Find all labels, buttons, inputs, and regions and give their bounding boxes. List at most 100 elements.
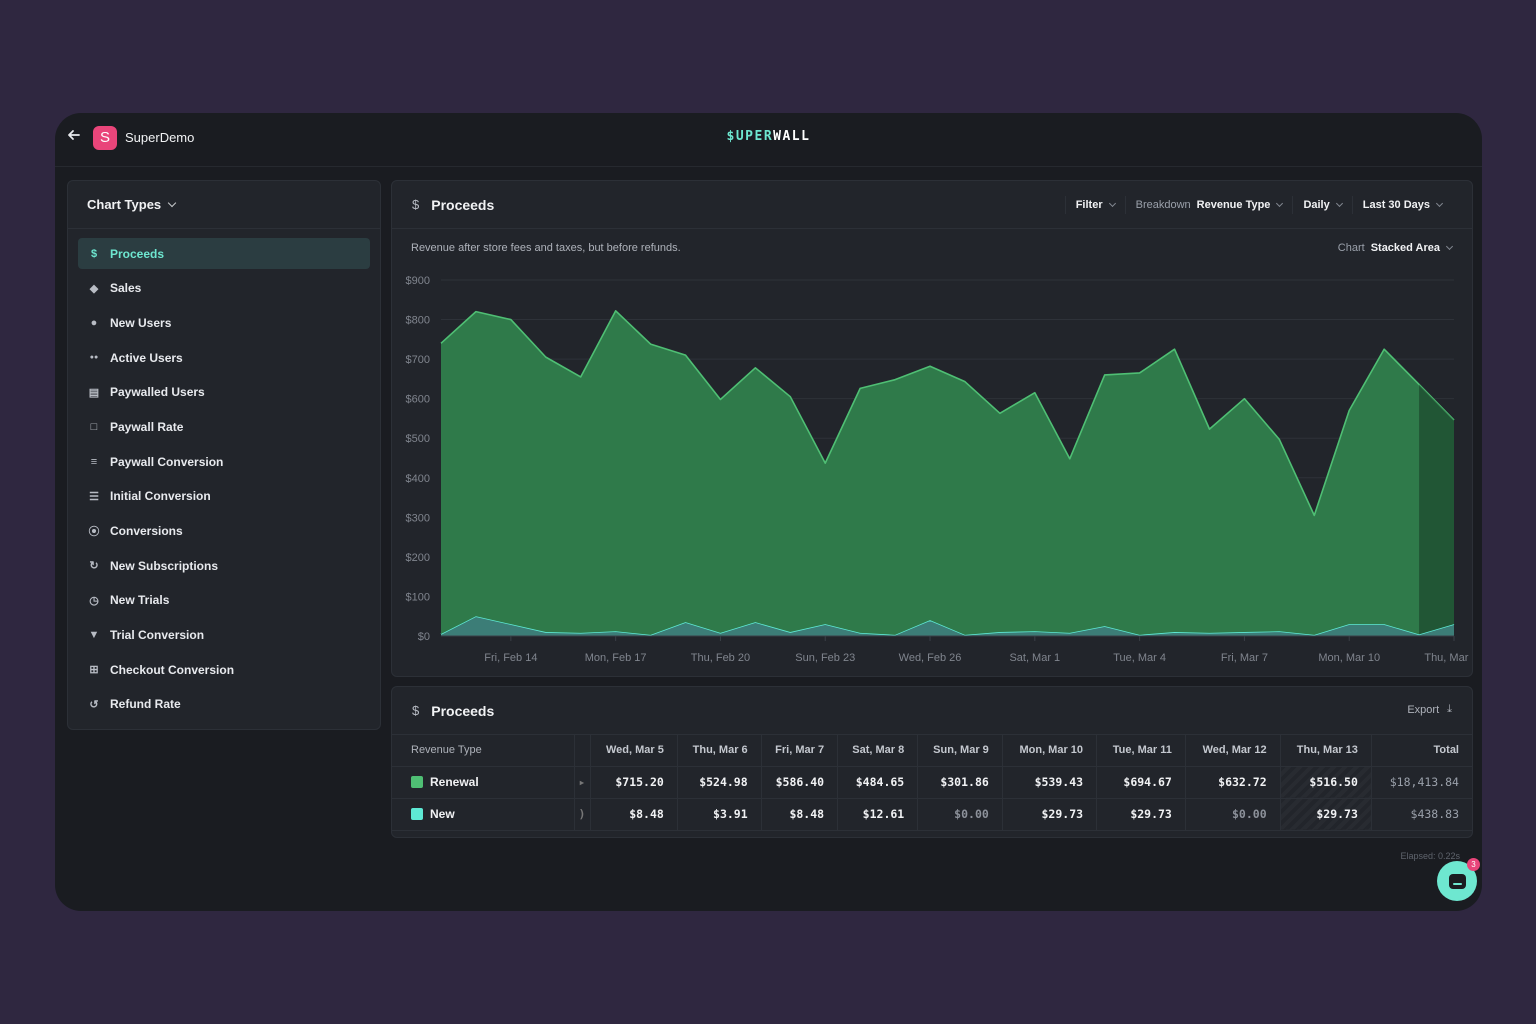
y-tick-label: $800	[406, 315, 430, 327]
x-tick-label: Thu, Mar 13	[1424, 652, 1472, 664]
undo-icon: ↺	[89, 698, 99, 711]
breakdown-select[interactable]: Breakdown Revenue Type	[1124, 196, 1293, 214]
broadcast-icon: ⦿	[88, 526, 100, 538]
proceeds-table-panel: $ Proceeds Export ⤓ Revenue Type Wed, Mar…	[391, 686, 1473, 838]
chat-icon	[1448, 873, 1466, 889]
column-header[interactable]: Mon, Mar 10	[1001, 735, 1097, 767]
y-tick-label: $500	[406, 433, 430, 445]
table-cell: $539.43	[1001, 766, 1097, 799]
column-header[interactable]: Wed, Mar 5	[589, 735, 678, 767]
filter-button[interactable]: Filter	[1064, 196, 1125, 214]
table-cell: $715.20	[589, 766, 678, 799]
chart-description: Revenue after store fees and taxes, but …	[411, 242, 681, 254]
proceeds-chart-panel: $ Proceeds Filter Breakdown Revenue Type …	[391, 180, 1473, 677]
breakdown-value: Revenue Type	[1196, 199, 1271, 211]
sidebar-item-label: Checkout Conversion	[110, 662, 235, 677]
row-label: New	[392, 798, 574, 831]
sidebar-item-new-trials[interactable]: ◷ New Trials	[78, 585, 370, 616]
user-icon: ●	[90, 316, 98, 329]
column-header[interactable]: Thu, Mar 6	[676, 735, 762, 767]
date-range-select[interactable]: Last 30 Days	[1351, 196, 1452, 214]
sidebar-list: $ Proceeds ◆ Sales ● New Users ●● Active Users ▤…	[68, 229, 380, 733]
sidebar-item-conversions[interactable]: ⦿ Conversions	[78, 516, 370, 547]
truncated-cell: )	[573, 798, 590, 831]
dollar-icon: $	[90, 247, 98, 260]
y-tick-label: $300	[406, 512, 430, 524]
table-cell: $516.50	[1279, 766, 1372, 799]
sidebar-item-active-users[interactable]: ●● Active Users	[78, 342, 370, 373]
series-swatch[interactable]	[411, 808, 423, 820]
app-icon[interactable]: S	[93, 126, 117, 150]
table-panel-title: Proceeds	[431, 702, 495, 719]
y-tick-label: $100	[406, 591, 430, 603]
back-arrow-icon[interactable]	[66, 127, 82, 143]
export-button[interactable]: Export ⤓	[1407, 703, 1452, 716]
sidebar-item-sales[interactable]: ◆ Sales	[78, 273, 370, 304]
brand-text-right: WALL	[773, 129, 811, 144]
column-header[interactable]: Total	[1370, 735, 1472, 767]
sidebar-item-label: Proceeds	[110, 246, 165, 261]
sidebar-item-new-subscriptions[interactable]: ↻ New Subscriptions	[78, 550, 370, 581]
stacked-area-chart[interactable]: $900 $800 $700 $600 $500 $400 $300 $200 $100 $0 Fr…	[392, 181, 1472, 676]
table-cell: $632.72	[1184, 766, 1281, 799]
app-name[interactable]: SuperDemo	[125, 130, 195, 145]
chart-panel-header: $ Proceeds	[392, 181, 1472, 229]
sidebar-item-checkout-conversion[interactable]: ⊞ Checkout Conversion	[78, 654, 370, 685]
y-tick-label: $600	[406, 394, 430, 406]
chart-type-label: Chart	[1337, 242, 1365, 254]
chart-type-select[interactable]: Chart Stacked Area	[1337, 242, 1454, 254]
interval-value: Daily	[1303, 199, 1330, 211]
sidebar-item-proceeds[interactable]: $ Proceeds	[78, 238, 370, 269]
chart-types-title: Chart Types	[87, 197, 162, 212]
interval-select[interactable]: Daily	[1292, 196, 1351, 214]
app-window: S SuperDemo $UPERWALL Chart Types $ Proce…	[55, 113, 1482, 911]
column-header[interactable]: Thu, Mar 13	[1279, 735, 1372, 767]
revenue-type-header[interactable]: Revenue Type	[392, 735, 574, 767]
truncated-cell: ▸	[573, 766, 590, 799]
renewal-series-area	[441, 310, 1454, 635]
elapsed-time: Elapsed: 0.22s	[1400, 851, 1460, 861]
x-tick-label: Fri, Mar 7	[1221, 652, 1268, 664]
table-cell: $524.98	[676, 766, 762, 799]
timer-icon: ◷	[89, 594, 99, 607]
sidebar-item-initial-conversion[interactable]: ☰ Initial Conversion	[78, 481, 370, 512]
column-header[interactable]: Fri, Mar 7	[760, 735, 838, 767]
chart-types-dropdown[interactable]: Chart Types	[68, 181, 380, 229]
chart-types-sidebar: Chart Types $ Proceeds ◆ Sales ● New Users ●● A…	[67, 180, 381, 730]
table-panel-header: $ Proceeds	[392, 687, 1472, 735]
sidebar-item-paywalled-users[interactable]: ▤ Paywalled Users	[78, 377, 370, 408]
sidebar-item-label: Active Users	[110, 350, 183, 365]
chart-panel-title: Proceeds	[431, 196, 495, 213]
table-cell: $586.40	[760, 766, 838, 799]
superwall-logo: $UPERWALL	[55, 129, 1482, 144]
sidebar-item-paywall-conversion[interactable]: ≡ Paywall Conversion	[78, 446, 370, 477]
brand-text-left: $UPER	[726, 129, 774, 144]
x-tick-label: Mon, Mar 10	[1318, 652, 1380, 664]
sidebar-item-refund-rate[interactable]: ↺ Refund Rate	[78, 689, 370, 720]
renewal-series-line	[440, 310, 1455, 517]
paywall-conversion-icon: ≡	[90, 455, 98, 468]
column-header[interactable]: Sat, Mar 8	[837, 735, 918, 767]
chat-launcher-button[interactable]: 3	[1437, 858, 1480, 901]
row-label: Renewal	[392, 766, 574, 799]
column-header[interactable]: Sun, Mar 9	[917, 735, 1003, 767]
export-label: Export	[1407, 703, 1440, 716]
x-tick-label: Thu, Feb 20	[691, 652, 750, 664]
partial-period-shade	[1419, 384, 1454, 635]
notification-badge: 3	[1467, 858, 1480, 871]
refresh-icon: ↻	[89, 560, 99, 573]
series-swatch[interactable]	[411, 776, 423, 788]
sidebar-item-trial-conversion[interactable]: ▼ Trial Conversion	[78, 620, 370, 651]
table-cell: $29.73	[1279, 798, 1372, 831]
y-tick-label: $900	[406, 275, 430, 287]
column-header[interactable]: Wed, Mar 12	[1184, 735, 1281, 767]
sidebar-item-paywall-rate[interactable]: □ Paywall Rate	[78, 411, 370, 442]
sidebar-item-new-users[interactable]: ● New Users	[78, 307, 370, 338]
sidebar-item-label: Sales	[110, 281, 142, 296]
y-tick-label: $200	[406, 552, 430, 564]
sidebar-item-label: Trial Conversion	[110, 628, 205, 643]
column-header[interactable]: Tue, Mar 11	[1096, 735, 1186, 767]
sidebar-item-label: Paywall Rate	[110, 419, 184, 434]
cart-icon: ⊞	[89, 664, 99, 677]
table-cell: $301.86	[917, 766, 1003, 799]
